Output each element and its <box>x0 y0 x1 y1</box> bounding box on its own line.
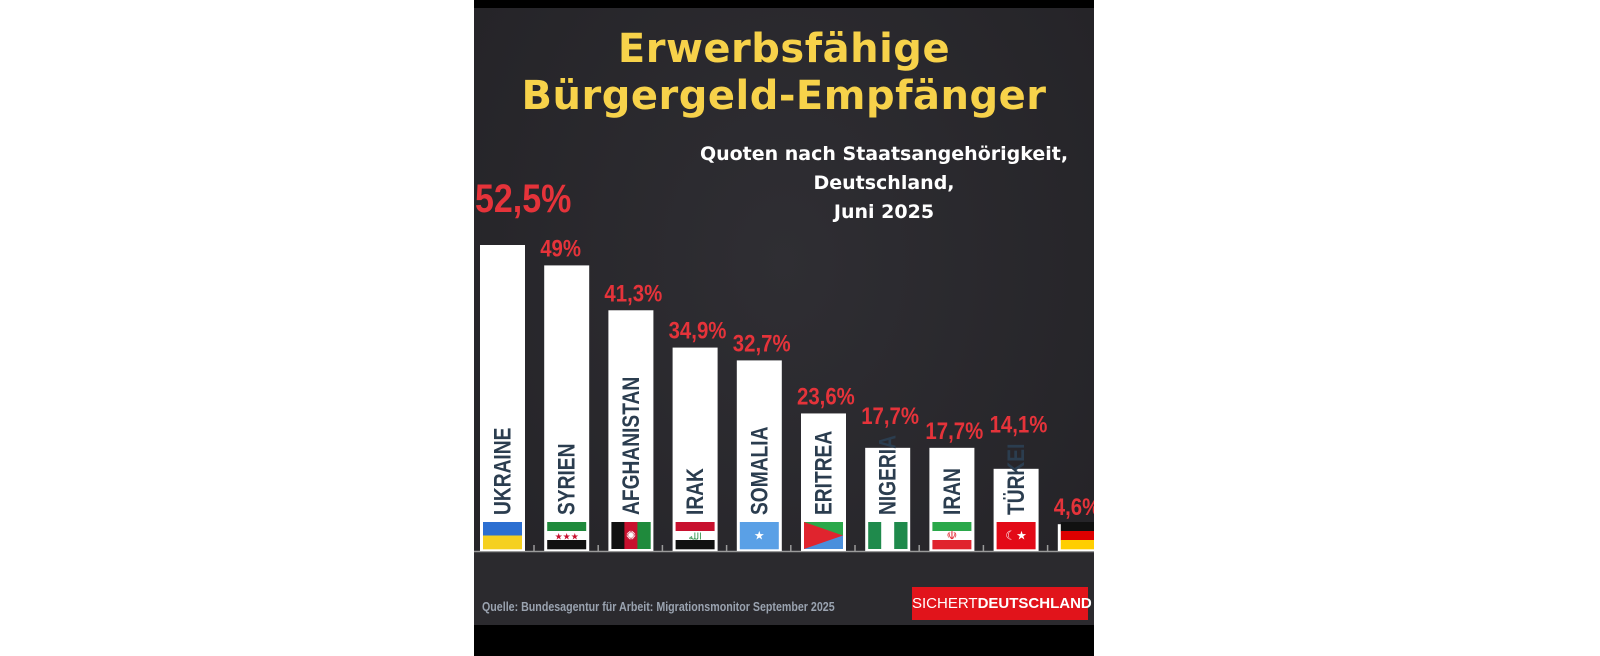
bar-chart: UKRAINE 52,5% ★★★ SYRIEN 49% ✺ AFGHANISTAN 41,3… <box>474 175 1094 553</box>
value-label: 32,7% <box>733 330 791 357</box>
flag-afghanistan-icon: ✺ <box>611 522 651 549</box>
svg-text:الله: الله <box>689 533 702 543</box>
category-label: IRAN <box>938 468 966 515</box>
svg-text:★: ★ <box>754 529 765 543</box>
flag-iraq-icon: الله <box>675 522 715 550</box>
svg-text:☫: ☫ <box>947 529 958 543</box>
value-label: 14,1% <box>990 411 1048 438</box>
top-border <box>474 0 1094 8</box>
chart-subtitle: Quoten nach Staatsangehörigkeit, Deutsch… <box>674 140 1094 227</box>
category-label: NIGERIA <box>874 435 902 515</box>
category-label: IRAK <box>681 468 709 515</box>
flag-eritrea-icon <box>804 522 843 549</box>
chart-title: Erwerbsfähige Bürgergeld-Empfänger <box>521 26 1047 119</box>
subtitle-line: Quoten nach Staatsangehörigkeit, <box>699 143 1069 165</box>
category-label: SYRIEN <box>553 444 581 515</box>
logo-text-bold: DEUTSCHLAND <box>977 595 1092 612</box>
svg-text:★★★: ★★★ <box>555 533 579 543</box>
svg-text:☾★: ☾★ <box>1005 529 1027 543</box>
value-label: 41,3% <box>604 280 662 307</box>
category-label: AFGHANISTAN <box>617 377 645 515</box>
category-label: UKRAINE <box>488 428 516 515</box>
logo-text-light: SICHERT <box>912 595 978 612</box>
svg-text:✺: ✺ <box>626 529 636 543</box>
flag-ukraine-icon <box>483 522 522 550</box>
value-label: 17,7% <box>925 417 983 444</box>
flag-syria-icon: ★★★ <box>547 522 587 550</box>
bar-syrien <box>544 265 590 551</box>
flag-somalia-icon: ★ <box>739 522 779 550</box>
flag-nigeria-icon <box>868 522 908 549</box>
subtitle-line: Deutschland, <box>813 172 955 194</box>
infographic-panel: Erwerbsfähige Bürgergeld-Empfänger Quote… <box>474 0 1094 656</box>
category-label: SOMALIA <box>745 426 773 515</box>
flag-germany-icon <box>1060 522 1094 550</box>
bar-irak <box>672 347 718 551</box>
brand-logo: SICHERTDEUTSCHLAND <box>912 587 1092 620</box>
flag-iran-icon: ☫ <box>932 522 972 550</box>
bottom-border <box>474 625 1094 656</box>
bar-somalia <box>736 360 782 551</box>
category-label: TÜRKEI <box>1002 444 1030 515</box>
flag-turkey-icon: ☾★ <box>996 522 1036 550</box>
value-label: 23,6% <box>797 383 855 410</box>
subtitle-line: Juni 2025 <box>833 201 935 223</box>
category-label: ERITREA <box>809 431 837 515</box>
value-label: 34,9% <box>669 317 727 344</box>
source-note: Quelle: Bundesagentur für Arbeit: Migrat… <box>482 599 835 614</box>
value-label: 17,7% <box>861 402 919 429</box>
bar-ukraine <box>480 245 525 551</box>
value-label: 49% <box>540 235 581 262</box>
bar-afghanistan <box>608 310 654 551</box>
value-label: 52,5% <box>475 175 571 220</box>
value-label: 4,6% <box>1054 494 1094 521</box>
